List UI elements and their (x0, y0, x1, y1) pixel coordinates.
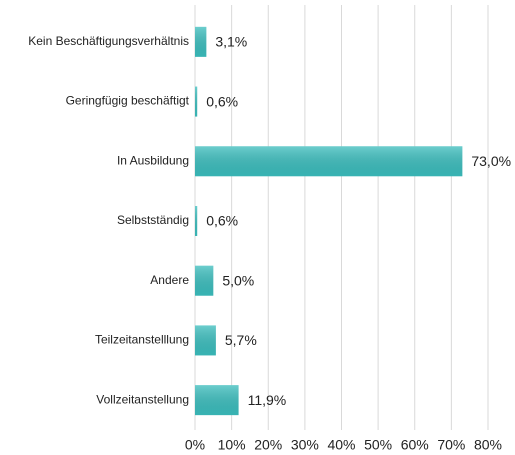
x-tick-label: 0% (185, 437, 205, 453)
bar-shade (195, 206, 198, 236)
y-tick-label: Kein Beschäftigungsverhältnis (28, 34, 189, 48)
value-label: 3,1% (215, 34, 247, 50)
x-tick-label: 20% (254, 437, 282, 453)
bar-shade (195, 265, 214, 296)
x-tick-label: 80% (474, 437, 502, 453)
value-label: 5,0% (222, 272, 254, 288)
value-label: 5,7% (225, 332, 257, 348)
y-tick-label: Geringfügig beschäftigt (66, 94, 190, 108)
x-tick-label: 50% (364, 437, 392, 453)
bar-shade (195, 146, 463, 177)
y-tick-label: Selbstständig (117, 213, 189, 227)
x-tick-label: 10% (218, 437, 246, 453)
y-tick-label: Vollzeitanstellung (96, 392, 189, 406)
value-label: 73,0% (471, 153, 511, 169)
bar-shade (195, 385, 239, 416)
bar-shade (195, 325, 216, 356)
value-label: 0,6% (206, 213, 238, 229)
x-tick-label: 30% (291, 437, 319, 453)
value-label: 11,9% (248, 392, 287, 408)
bar-shade (195, 26, 207, 57)
y-tick-label: Andere (150, 273, 189, 287)
x-tick-label: 60% (401, 437, 429, 453)
x-tick-label: 70% (437, 437, 465, 453)
y-tick-label: Teilzeitanstelllung (95, 333, 189, 347)
value-label: 0,6% (206, 93, 238, 109)
x-tick-label: 40% (327, 437, 355, 453)
bar-shade (195, 86, 198, 117)
y-tick-label: In Ausbildung (117, 153, 189, 167)
